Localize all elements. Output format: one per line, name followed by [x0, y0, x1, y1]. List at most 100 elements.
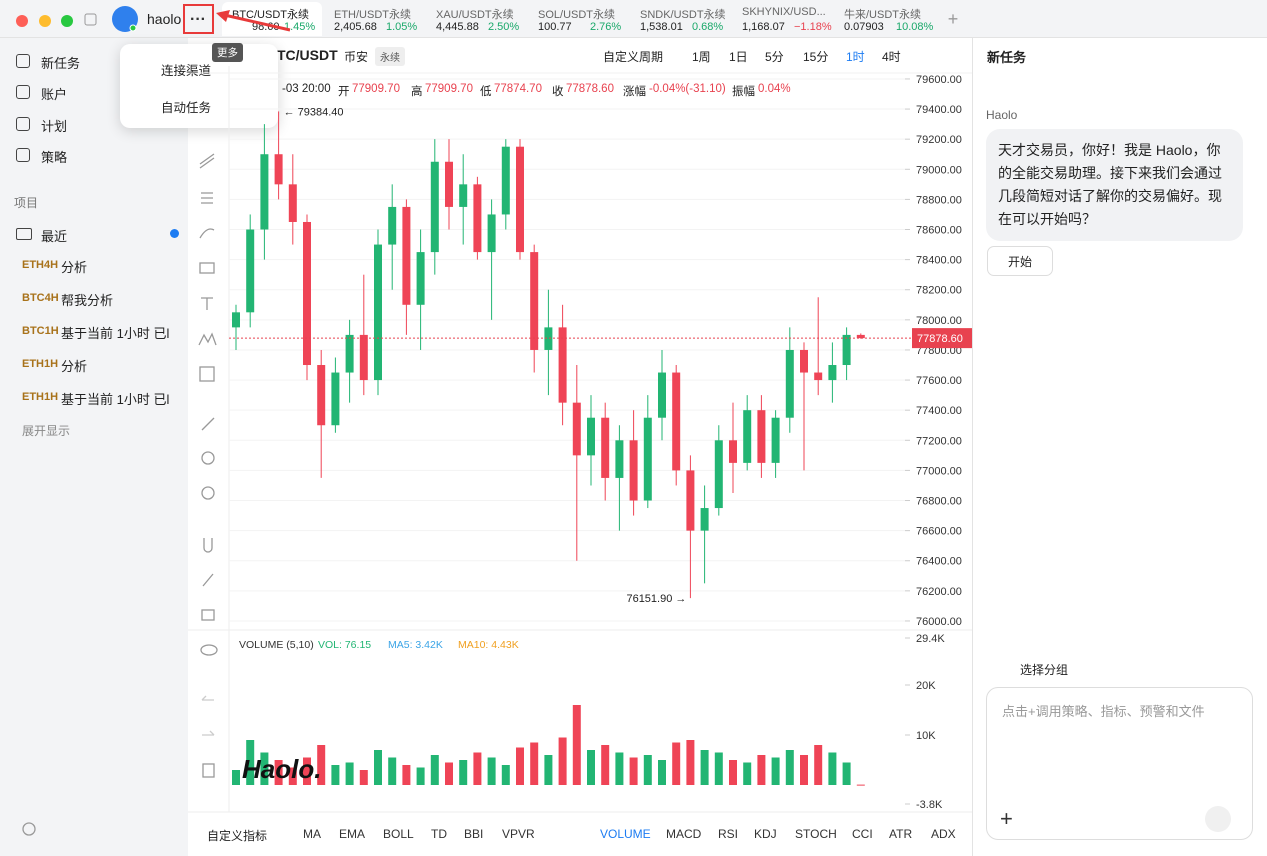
- minimize-button[interactable]: [39, 15, 51, 27]
- tool-fib[interactable]: [201, 192, 213, 204]
- menu-item[interactable]: 自动任务: [161, 101, 212, 115]
- item-tag[interactable]: BTC4H: [22, 292, 59, 304]
- menu-item[interactable]: 连接渠道: [161, 64, 212, 78]
- more-button[interactable]: ···: [190, 11, 206, 28]
- item-tag[interactable]: ETH4H: [22, 259, 59, 271]
- folder[interactable]: 最近: [41, 229, 68, 244]
- tab-price[interactable]: 100.77: [538, 21, 572, 33]
- tool-eye[interactable]: [200, 644, 218, 656]
- tool-lock[interactable]: [201, 609, 215, 621]
- tab-price[interactable]: 1,538.01: [640, 21, 683, 33]
- tool-pin[interactable]: [202, 573, 214, 587]
- tool-undo[interactable]: [201, 695, 214, 701]
- tool-zoom-out[interactable]: [201, 486, 215, 500]
- tab-change[interactable]: 0.68%: [692, 21, 724, 33]
- add-tab[interactable]: +: [948, 9, 959, 29]
- indicator[interactable]: RSI: [718, 827, 739, 841]
- tab-symbol[interactable]: SKHYNIX/USD...: [742, 6, 826, 18]
- indicator[interactable]: MACD: [666, 827, 702, 841]
- item-text[interactable]: 基于当前 1小时 已l: [61, 392, 170, 407]
- tab-change[interactable]: −1.18%: [794, 21, 832, 33]
- tool-text[interactable]: [201, 297, 213, 310]
- tool-rect[interactable]: [199, 262, 215, 274]
- indicator[interactable]: BBI: [464, 827, 484, 841]
- item-text[interactable]: 帮我分析: [61, 293, 114, 308]
- nav-icon[interactable]: [16, 85, 30, 99]
- nav-item[interactable]: 账户: [41, 87, 68, 102]
- tool-magnet[interactable]: [203, 538, 213, 553]
- period[interactable]: 4时: [882, 50, 901, 64]
- period[interactable]: 5分: [765, 50, 784, 64]
- tool-measure[interactable]: [199, 366, 215, 382]
- candle-body: [232, 312, 240, 328]
- tab-symbol[interactable]: ETH/USDT永续: [334, 9, 411, 21]
- nav-item[interactable]: 策略: [41, 150, 68, 165]
- send-button[interactable]: [1205, 806, 1231, 832]
- close-button[interactable]: [16, 15, 28, 27]
- tab-change[interactable]: 1.45%: [284, 21, 316, 33]
- expand-link[interactable]: 展开显示: [22, 424, 71, 438]
- settings[interactable]: [22, 822, 36, 836]
- item-text[interactable]: 分析: [61, 359, 88, 374]
- group-select[interactable]: 选择分组: [1020, 663, 1069, 677]
- period[interactable]: 15分: [803, 50, 829, 64]
- tab-symbol[interactable]: XAU/USDT永续: [436, 9, 514, 21]
- indicator[interactable]: MA: [303, 827, 321, 841]
- start-button[interactable]: 开始: [987, 246, 1053, 276]
- nav-item[interactable]: 计划: [41, 119, 68, 134]
- tool-redo[interactable]: [202, 730, 215, 736]
- tool-curve[interactable]: [199, 228, 215, 239]
- indicator[interactable]: VOLUME: [600, 827, 651, 841]
- tab-price[interactable]: 1,168.07: [742, 21, 785, 33]
- tool-ruler[interactable]: [201, 417, 215, 431]
- tool-pattern[interactable]: [198, 332, 217, 346]
- nav-icon[interactable]: [16, 117, 30, 131]
- nav-icon[interactable]: [16, 148, 30, 162]
- period-custom[interactable]: 自定义周期: [603, 50, 664, 64]
- period[interactable]: 1时: [846, 50, 865, 64]
- indicator[interactable]: BOLL: [383, 827, 414, 841]
- indicator[interactable]: VPVR: [502, 827, 535, 841]
- candle-body: [629, 440, 638, 501]
- tool-delete[interactable]: [202, 763, 215, 778]
- tool-zoom-in[interactable]: [201, 451, 215, 465]
- zoom-button[interactable]: [61, 15, 73, 27]
- indicator[interactable]: ATR: [889, 827, 913, 841]
- attach-button[interactable]: +: [1000, 806, 1013, 831]
- tab-change[interactable]: 1.05%: [386, 21, 418, 33]
- indicator-custom[interactable]: 自定义指标: [207, 829, 268, 843]
- item-tag[interactable]: ETH1H: [22, 358, 59, 370]
- tab-symbol[interactable]: 牛来/USDT永续: [844, 9, 921, 21]
- sidebar-toggle[interactable]: [84, 13, 97, 26]
- app-name[interactable]: haolo: [147, 11, 182, 27]
- period[interactable]: 1周: [692, 50, 711, 64]
- symbol[interactable]: TC/USDT: [277, 47, 338, 63]
- indicator[interactable]: EMA: [339, 827, 366, 841]
- tab-change[interactable]: 10.08%: [896, 21, 934, 33]
- item-text[interactable]: 分析: [61, 260, 88, 275]
- indicator[interactable]: KDJ: [754, 827, 777, 841]
- tab-price[interactable]: 0.07903: [844, 21, 884, 33]
- item-text[interactable]: 基于当前 1小时 已l: [61, 326, 170, 341]
- tab-change[interactable]: 2.50%: [488, 21, 520, 33]
- tab-symbol[interactable]: SOL/USDT永续: [538, 9, 616, 21]
- indicator[interactable]: TD: [431, 827, 447, 841]
- candle-body: [544, 327, 553, 350]
- candle-body: [430, 161, 439, 253]
- nav-icon[interactable]: [16, 54, 30, 68]
- input-box[interactable]: [986, 687, 1253, 840]
- period[interactable]: 1日: [729, 50, 748, 64]
- tool-lines[interactable]: [199, 153, 215, 169]
- tab-change[interactable]: 2.76%: [590, 21, 622, 33]
- tab-symbol[interactable]: SNDK/USDT永续: [640, 9, 726, 21]
- tab-symbol[interactable]: BTC/USDT永续: [232, 9, 309, 21]
- indicator[interactable]: CCI: [852, 827, 873, 841]
- indicator[interactable]: STOCH: [795, 827, 837, 841]
- item-tag[interactable]: ETH1H: [22, 391, 59, 403]
- nav-item[interactable]: 新任务: [41, 56, 81, 71]
- tab-price[interactable]: 4,445.88: [436, 21, 479, 33]
- tab-price[interactable]: 2,405.68: [334, 21, 377, 33]
- item-tag[interactable]: BTC1H: [22, 325, 59, 337]
- input-placeholder[interactable]: 点击+调用策略、指标、预警和文件: [1002, 704, 1205, 719]
- indicator[interactable]: ADX: [931, 827, 956, 841]
